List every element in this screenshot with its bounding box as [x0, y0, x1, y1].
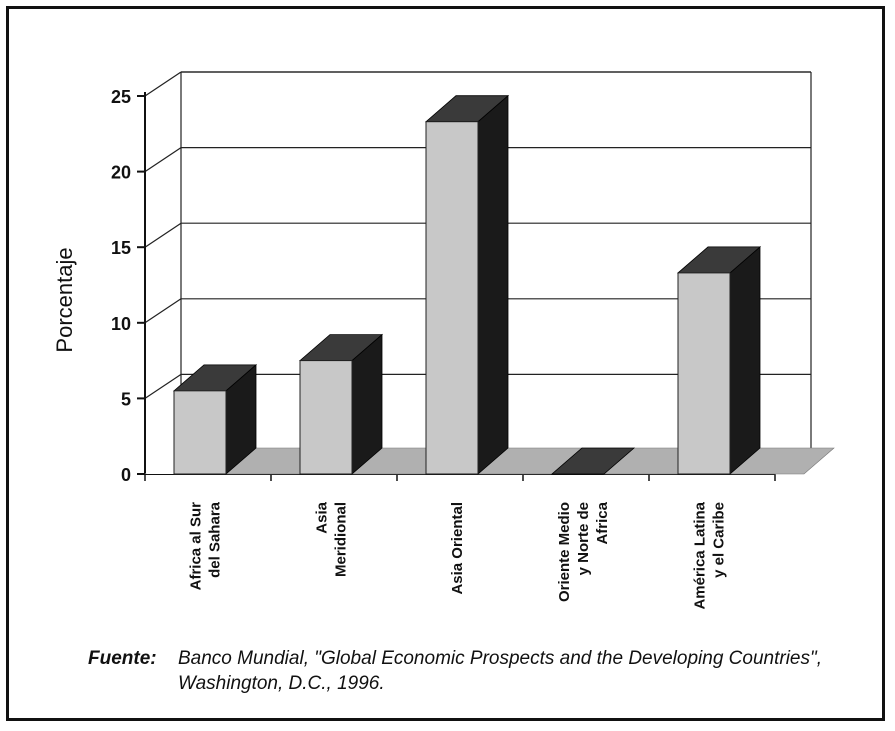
x-category-label: América Latina: [692, 501, 709, 609]
bar: [299, 360, 353, 475]
bar-side: [477, 94, 509, 475]
x-category-label: y el Caribe: [711, 502, 728, 578]
y-tick-label: 10: [111, 314, 131, 334]
x-category-label: Africa: [594, 501, 611, 544]
source-note: Fuente: Banco Mundial, "Global Economic …: [88, 646, 868, 694]
source-text: Banco Mundial, "Global Economic Prospect…: [178, 648, 823, 694]
y-tick-labels: 0 5 10 15 20 25: [111, 87, 131, 485]
x-category-label: Oriente Medio: [556, 502, 573, 602]
gridline-diagonal: [144, 147, 182, 173]
bar: [677, 272, 731, 475]
x-category-labels: Africa al Sur del Sahara Asia Meridional Asi…: [188, 501, 728, 609]
gridline-diagonal: [144, 222, 182, 248]
gridline-diagonal: [144, 373, 182, 399]
y-tick-label: 15: [111, 238, 131, 258]
x-category-label: Asia Oriental: [449, 502, 466, 595]
y-tick-label: 5: [121, 389, 131, 409]
chart-bars: [172, 94, 762, 475]
bar: [173, 390, 227, 475]
bar-zero: [550, 447, 636, 475]
bar-chart: 0 5 10 15 20 25 Africa al Sur del Sahara Asia Me…: [52, 71, 835, 610]
bar: [425, 121, 479, 475]
gridline-diagonal: [144, 298, 182, 324]
x-category-label: y Norte de: [575, 502, 592, 575]
gridline-diagonal: [144, 71, 182, 97]
y-tick-label: 0: [121, 465, 131, 485]
y-axis-label: Porcentaje: [52, 247, 77, 352]
x-category-label: Africa al Sur: [188, 502, 205, 591]
y-tick-label: 25: [111, 87, 131, 107]
x-category-label: Meridional: [333, 502, 350, 577]
y-tick-label: 20: [111, 163, 131, 183]
bar-side: [729, 246, 761, 475]
x-category-label: del Sahara: [207, 501, 224, 578]
x-category-label: Asia: [314, 501, 331, 533]
source-label: Fuente:: [88, 648, 157, 669]
